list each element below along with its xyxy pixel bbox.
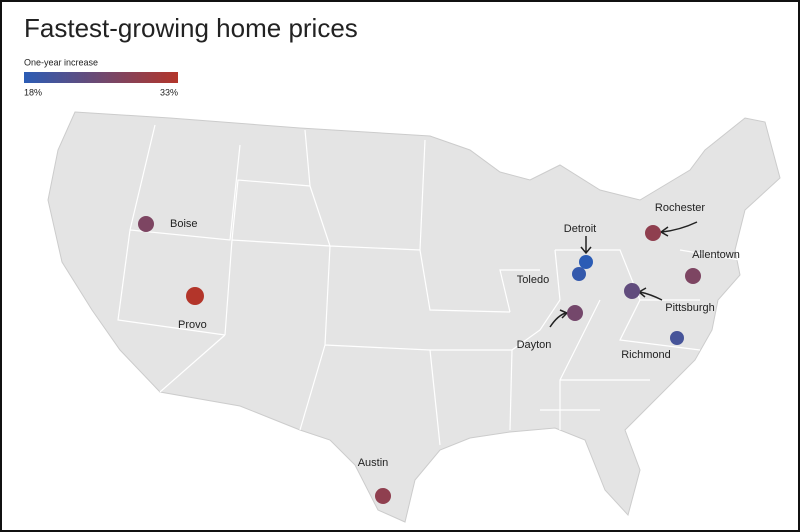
city-label: Austin — [358, 457, 389, 469]
city-label: Provo — [178, 319, 207, 331]
legend-label: One-year increase — [24, 57, 98, 67]
city-label: Detroit — [564, 223, 596, 235]
city-marker — [624, 283, 640, 299]
city-label: Dayton — [517, 339, 552, 351]
city-label: Boise — [170, 218, 198, 230]
city-marker — [579, 255, 593, 269]
city-marker — [138, 216, 154, 232]
city-marker — [670, 331, 684, 345]
cities: Boise Provo Austin Detroit Toledo Dayton Pitts… — [138, 202, 740, 504]
city-marker — [186, 287, 204, 305]
title: Fastest-growing home prices — [24, 13, 358, 43]
city-label: Richmond — [621, 349, 671, 361]
city-marker — [685, 268, 701, 284]
city-marker — [375, 488, 391, 504]
city-label: Allentown — [692, 249, 740, 261]
legend-colorbar — [24, 72, 178, 83]
city-marker — [572, 267, 586, 281]
city-label: Pittsburgh — [665, 302, 715, 314]
arrow-detroit — [580, 236, 592, 255]
city-marker — [567, 305, 583, 321]
city-marker — [645, 225, 661, 241]
legend-min: 18% — [24, 87, 42, 97]
city-label: Toledo — [517, 274, 549, 286]
arrows — [549, 221, 698, 328]
us-map — [47, 111, 781, 523]
legend-max: 33% — [160, 87, 178, 97]
us-outline — [47, 111, 781, 523]
city-label: Rochester — [655, 202, 705, 214]
arrow-rochester — [659, 221, 698, 237]
